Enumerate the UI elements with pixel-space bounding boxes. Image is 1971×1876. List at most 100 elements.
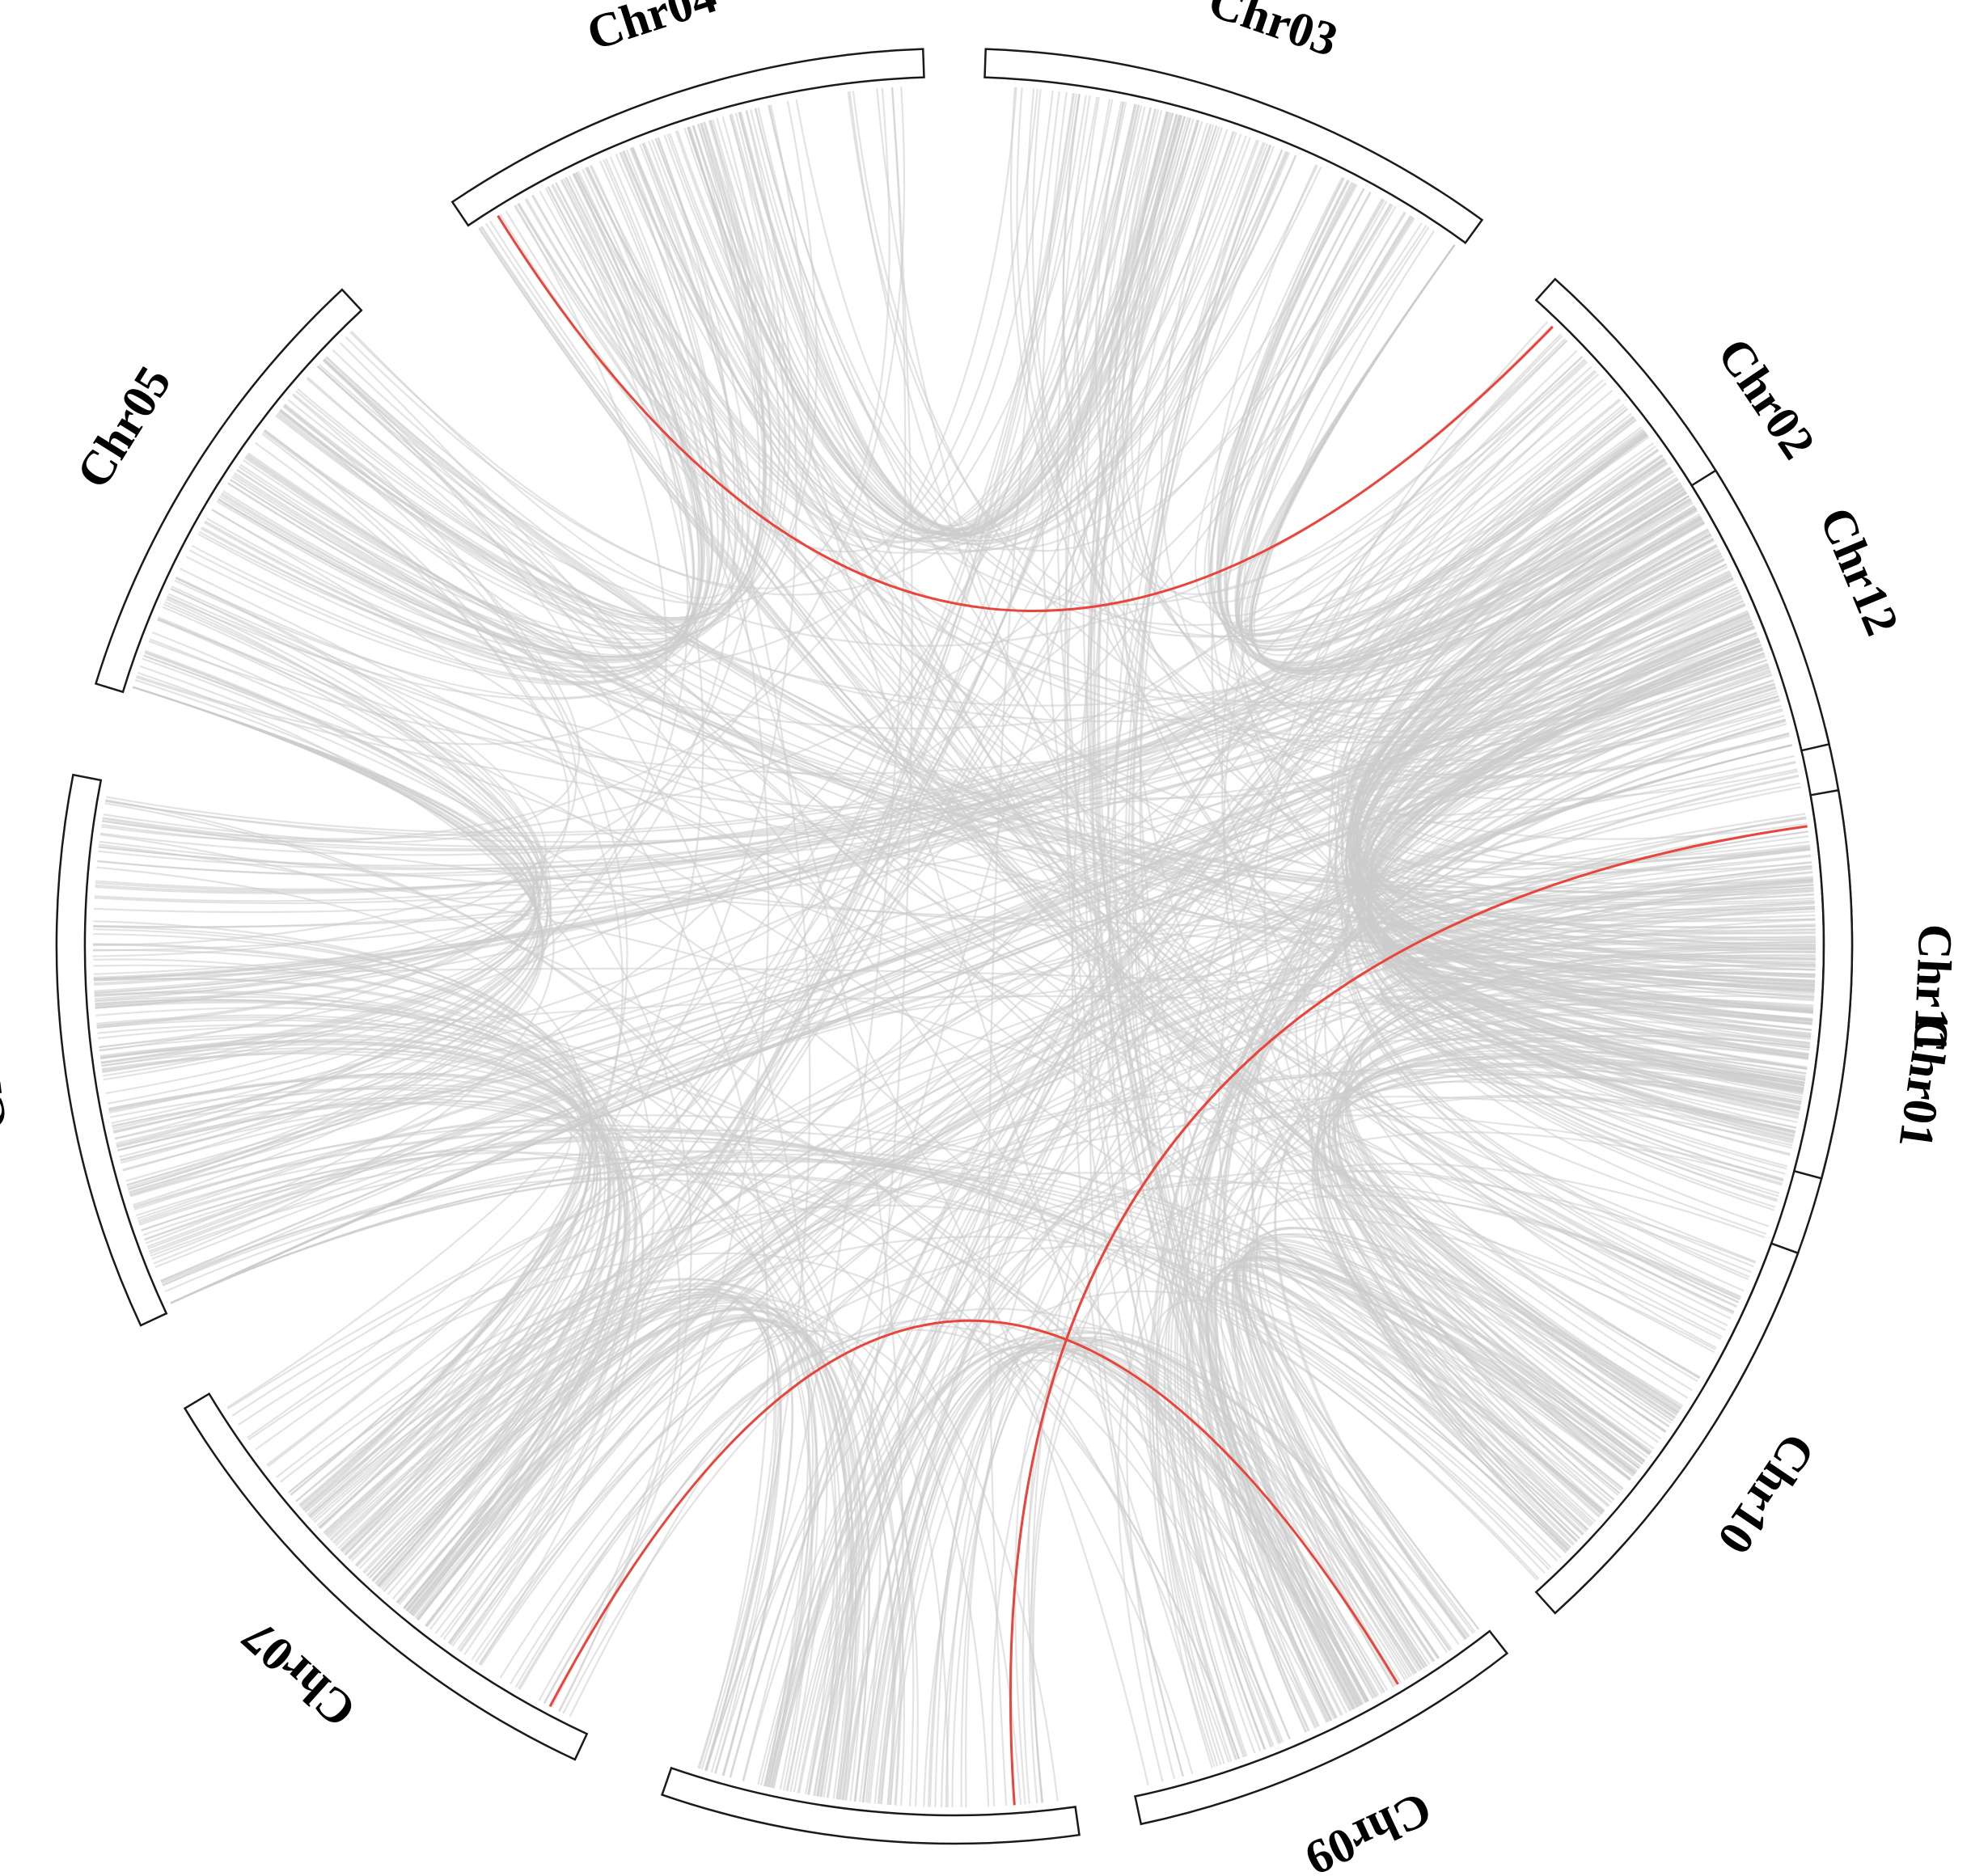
synteny-link bbox=[1342, 537, 1753, 767]
synteny-link bbox=[144, 813, 1806, 1240]
synteny-link bbox=[852, 91, 1783, 762]
chromosome-label-chr06: Chr06 bbox=[0, 997, 17, 1134]
synteny-link bbox=[148, 547, 1719, 775]
synteny-link bbox=[1016, 87, 1798, 801]
synteny-link bbox=[1307, 732, 1790, 1550]
synteny-link bbox=[866, 445, 1656, 1803]
synteny-link bbox=[1188, 1096, 1796, 1743]
synteny-link bbox=[317, 365, 1571, 1549]
chromosome-label-chr09: Chr09 bbox=[1297, 1781, 1440, 1876]
synteny-link bbox=[1114, 108, 1745, 703]
synteny-link bbox=[730, 113, 1269, 539]
synteny-link bbox=[448, 340, 1568, 1645]
synteny-link bbox=[1157, 1265, 1634, 1757]
synteny-link bbox=[340, 93, 1078, 1552]
synteny-link bbox=[484, 222, 1689, 1399]
synteny-link bbox=[142, 1129, 1651, 1456]
synteny-link bbox=[306, 87, 890, 606]
highlighted-synteny-links bbox=[497, 215, 1808, 1806]
synteny-link bbox=[562, 1169, 1756, 1714]
synteny-link bbox=[278, 411, 1698, 707]
synteny-link bbox=[1094, 101, 1816, 971]
synteny-link bbox=[129, 1124, 1538, 1581]
synteny-link bbox=[1224, 180, 1816, 921]
synteny-link bbox=[324, 357, 1815, 987]
synteny-link bbox=[197, 171, 704, 678]
synteny-link bbox=[1117, 1217, 1716, 1782]
synteny-link bbox=[323, 358, 1640, 1469]
synteny-link bbox=[1251, 687, 1777, 1671]
synteny-link bbox=[704, 1076, 1802, 1772]
synteny-link bbox=[97, 484, 1682, 876]
synteny-link bbox=[135, 665, 1770, 810]
synteny-link bbox=[408, 95, 1087, 1614]
synteny-link bbox=[93, 920, 628, 1627]
synteny-link bbox=[1224, 181, 1811, 861]
synteny-link bbox=[820, 87, 913, 1798]
synteny-link bbox=[531, 195, 1816, 942]
synteny-link bbox=[96, 866, 586, 1511]
chromosome-label-chr03: Chr03 bbox=[1202, 0, 1344, 67]
synteny-link bbox=[227, 482, 1816, 961]
synteny-link bbox=[114, 1102, 839, 1797]
synteny-link bbox=[1209, 1278, 1567, 1688]
synteny-link bbox=[1021, 603, 1746, 1805]
synteny-link bbox=[302, 1068, 1802, 1511]
synteny-link bbox=[609, 156, 811, 1771]
synteny-link bbox=[1343, 923, 1816, 1428]
synteny-link bbox=[102, 818, 1816, 964]
synteny-link bbox=[122, 949, 1816, 1171]
synteny-link bbox=[276, 126, 765, 625]
synteny-link bbox=[291, 394, 628, 1515]
synteny-link bbox=[425, 1325, 915, 1806]
synteny-link bbox=[350, 1096, 1793, 1562]
synteny-link bbox=[175, 577, 1780, 800]
synteny-link bbox=[116, 137, 737, 1147]
synteny-link bbox=[244, 457, 1814, 1002]
synteny-link bbox=[1218, 378, 1605, 1684]
synteny-link bbox=[1311, 871, 1813, 1552]
synteny-link bbox=[322, 359, 1149, 1785]
synteny-link bbox=[772, 982, 1815, 1789]
synteny-link bbox=[1245, 1184, 1740, 1672]
synteny-link bbox=[1367, 644, 1804, 1091]
synteny-link bbox=[157, 618, 1816, 982]
synteny-link bbox=[569, 1350, 882, 1803]
synteny-link bbox=[112, 1096, 1059, 1802]
synteny-link bbox=[133, 1129, 1552, 1569]
synteny-link bbox=[96, 1019, 1335, 1720]
synteny-link bbox=[1368, 634, 1816, 928]
synteny-link bbox=[102, 225, 1427, 1074]
synteny-link bbox=[768, 104, 1643, 626]
synteny-link bbox=[332, 349, 1814, 1012]
synteny-link bbox=[765, 1337, 1406, 1787]
synteny-link bbox=[558, 158, 770, 1712]
synteny-link bbox=[539, 125, 1218, 554]
synteny-link bbox=[687, 126, 1662, 1440]
background-synteny-links bbox=[92, 86, 1817, 1808]
synteny-link bbox=[290, 99, 1114, 1496]
synteny-link bbox=[288, 1278, 842, 1797]
synteny-link bbox=[279, 1172, 1722, 1483]
synteny-link bbox=[350, 144, 749, 599]
synteny-link bbox=[161, 1149, 1645, 1463]
synteny-link bbox=[1249, 1169, 1753, 1668]
highlighted-link-chr12-chr08 bbox=[1009, 825, 1808, 1806]
synteny-link bbox=[889, 1162, 1766, 1806]
synteny-link bbox=[1241, 201, 1810, 1047]
synteny-link bbox=[795, 99, 1394, 552]
synteny-link bbox=[129, 338, 1566, 1194]
synteny-link bbox=[518, 559, 1725, 1690]
synteny-link bbox=[876, 88, 1631, 1481]
synteny-link bbox=[93, 482, 1681, 978]
synteny-link bbox=[1295, 507, 1697, 1531]
synteny-link bbox=[206, 151, 725, 670]
synteny-link bbox=[236, 116, 780, 644]
synteny-link bbox=[584, 167, 1740, 704]
chromosome-band-chr03 bbox=[983, 48, 1484, 245]
synteny-link bbox=[408, 817, 1807, 1614]
synteny-link bbox=[1337, 433, 1816, 966]
synteny-link bbox=[1231, 1034, 1810, 1704]
synteny-link bbox=[355, 1114, 1784, 1566]
chromosome-label-chr05: Chr05 bbox=[66, 357, 182, 496]
